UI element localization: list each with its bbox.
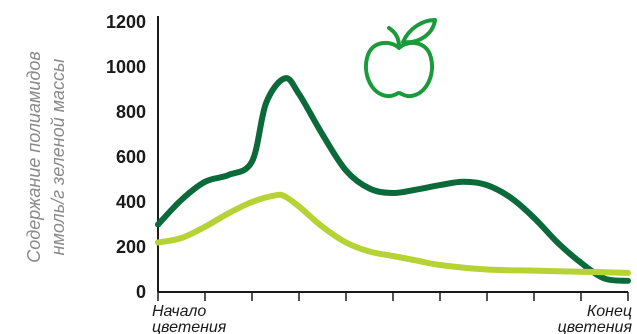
y-tick-label: 400 — [116, 192, 146, 212]
apple-icon — [364, 18, 437, 99]
apple-stem — [387, 26, 401, 48]
series-line-2 — [155, 191, 631, 276]
y-tick-label: 0 — [136, 282, 146, 302]
y-axis-label-line: нмоль/г зеленой массы — [48, 59, 68, 256]
y-axis-label-line: Содержание полиамидов — [24, 51, 44, 263]
x-ticks — [157, 292, 629, 301]
y-tick-labels: 0 200 400 600 800 1000 1200 — [106, 12, 146, 302]
x-tick-label: Конец — [587, 303, 632, 320]
series-group — [155, 75, 631, 284]
y-tick-label: 1200 — [106, 12, 146, 32]
apple-body — [364, 40, 434, 99]
x-tick-label: Начало — [152, 303, 206, 320]
x-tick-label: цветения — [152, 319, 227, 334]
y-tick-label: 200 — [116, 237, 146, 257]
y-axis-label: Содержание полиамидов нмоль/г зеленой мас… — [24, 51, 68, 263]
series-line-1 — [155, 75, 631, 284]
y-tick-label: 800 — [116, 102, 146, 122]
x-tick-label: цветения — [558, 319, 633, 334]
apple-leaf — [401, 18, 437, 45]
y-tick-label: 1000 — [106, 57, 146, 77]
y-tick-label: 600 — [116, 147, 146, 167]
